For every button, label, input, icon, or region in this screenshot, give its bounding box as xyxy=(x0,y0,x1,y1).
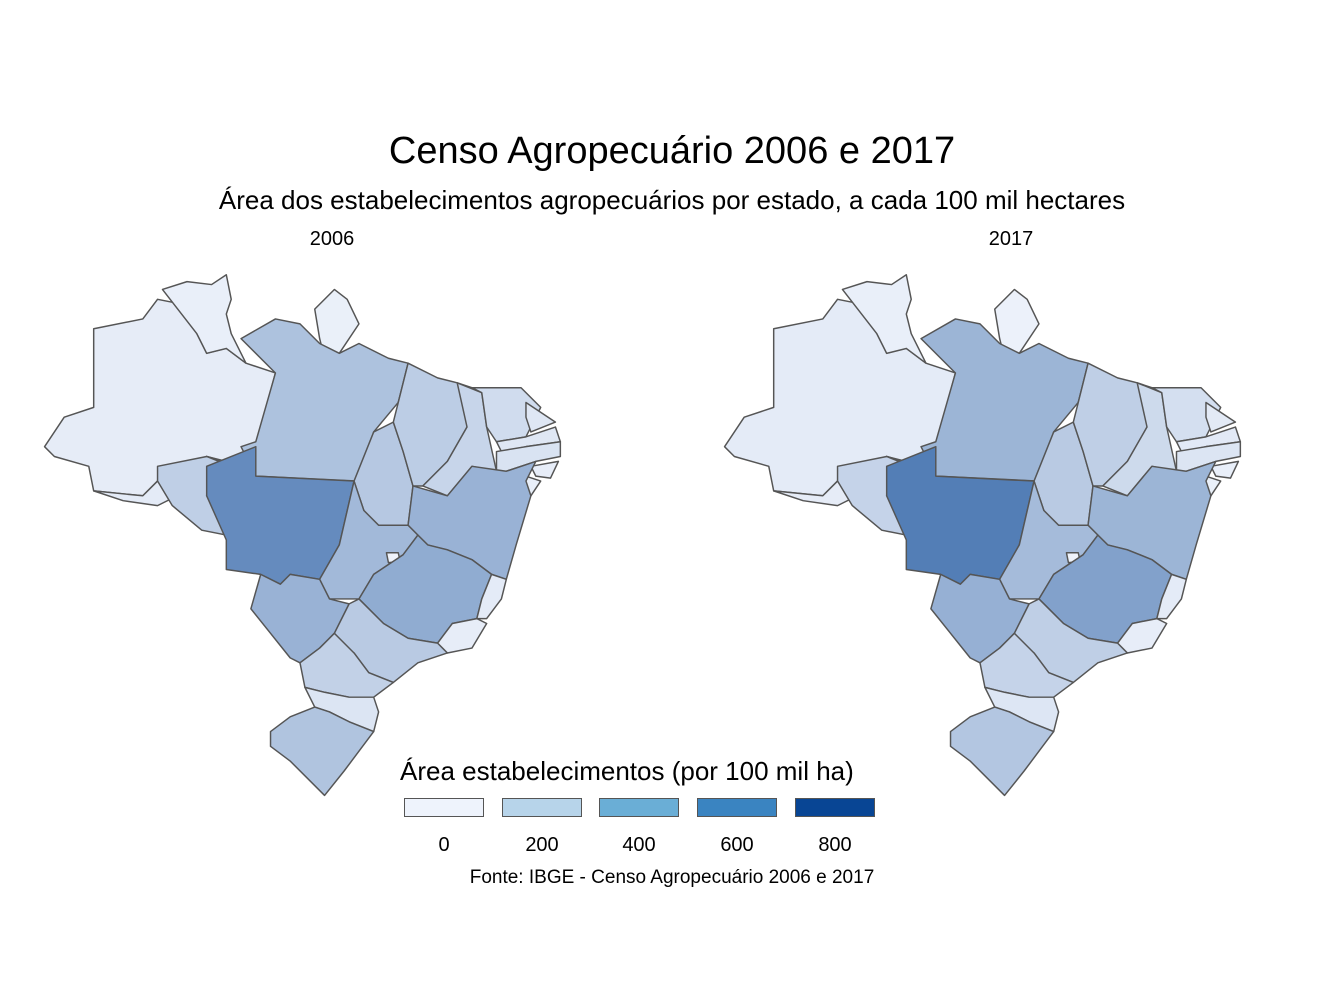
state-rn-2006 xyxy=(525,401,557,433)
legend-label-800: 800 xyxy=(818,834,852,856)
state-ap-2017 xyxy=(994,288,1040,359)
state-es-2017 xyxy=(1156,573,1188,620)
state-ap-2006 xyxy=(314,288,360,359)
legend-label-400: 400 xyxy=(622,834,656,856)
legend-label-600: 600 xyxy=(720,834,754,856)
state-rr-2017 xyxy=(841,274,927,364)
legend-title: Área estabelecimentos (por 100 mil ha) xyxy=(400,756,854,786)
state-al-2017 xyxy=(1210,460,1240,479)
facet-label-2017: 2017 xyxy=(988,228,1034,250)
state-es-2006 xyxy=(476,573,508,620)
legend-swatch-600 xyxy=(697,798,777,817)
legend-swatch-200 xyxy=(502,798,582,817)
state-rr-2006 xyxy=(161,274,247,364)
chart-subtitle: Área dos estabelecimentos agropecuários … xyxy=(218,185,1126,215)
legend-swatch-400 xyxy=(599,798,679,817)
legend-label-0: 0 xyxy=(438,834,450,856)
facet-label-2006: 2006 xyxy=(309,228,355,250)
legend-label-200: 200 xyxy=(525,834,559,856)
map-2006 xyxy=(43,274,562,797)
legend-swatch-0 xyxy=(404,798,484,817)
state-al-2006 xyxy=(530,460,560,479)
state-rs-2006 xyxy=(269,706,375,797)
state-rs-2017 xyxy=(949,706,1055,797)
chart-title: Censo Agropecuário 2006 e 2017 xyxy=(388,130,956,172)
map-2017 xyxy=(723,274,1242,797)
legend-swatch-800 xyxy=(795,798,875,817)
state-rn-2017 xyxy=(1205,401,1237,433)
caption: Fonte: IBGE - Censo Agropecuário 2006 e … xyxy=(469,867,875,888)
